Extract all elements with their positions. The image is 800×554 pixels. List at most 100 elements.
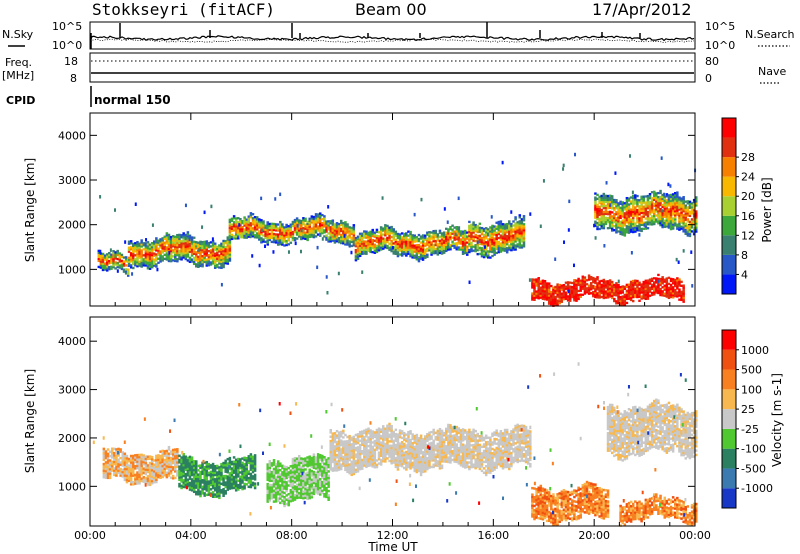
data-cell [161,451,164,455]
data-cell [407,250,410,253]
data-cell [655,291,658,294]
data-cell [686,200,690,203]
data-cell [493,237,496,240]
data-cell [165,238,169,241]
data-cell [596,215,599,219]
data-cell [104,450,108,453]
data-cell [138,479,141,483]
data-cell [302,237,305,240]
data-cell [400,236,404,239]
data-cell [302,227,305,230]
data-cell [176,239,179,243]
data-cell [493,227,496,230]
data-cell [539,282,543,285]
data-cell [466,249,469,252]
data-cell [190,242,194,245]
data-cell [480,239,484,242]
data-cell [216,479,219,483]
data-cell [116,263,119,267]
data-cell [600,208,603,212]
data-cell [342,224,345,227]
data-cell [106,459,110,462]
data-cell [390,250,393,253]
scatter-cell [299,249,302,254]
data-cell [407,230,410,233]
data-cell [111,454,114,457]
data-cell [655,198,658,201]
data-cell [272,496,276,499]
data-cell [430,241,433,244]
data-cell [276,460,280,463]
data-cell [518,220,522,223]
data-cell [302,486,305,489]
data-cell [671,213,675,216]
data-cell [409,253,412,256]
data-cell [274,487,278,490]
data-cell [274,500,278,503]
data-cell [113,462,116,466]
data-cell [419,253,423,256]
data-cell [348,236,351,239]
data-cell [642,215,645,218]
data-cell [352,240,356,243]
colorbar-tick-label: 20 [741,190,755,203]
data-cell [375,244,379,248]
data-cell [623,220,627,223]
data-cell [625,225,629,228]
data-cell [455,236,459,239]
data-cell [432,250,435,253]
data-cell [203,470,206,473]
data-cell [302,483,305,487]
data-cell [659,191,662,195]
data-cell [176,254,179,257]
data-cell [602,296,606,300]
data-cell [234,223,238,226]
data-cell [192,484,196,487]
data-cell [148,253,152,256]
data-cell [533,294,536,297]
data-cell [461,236,465,239]
data-cell [438,229,442,232]
data-cell [255,228,259,231]
data-cell [472,221,475,224]
data-cell [184,249,188,253]
data-cell [600,279,603,283]
data-cell [386,244,389,248]
data-cell [163,452,167,455]
data-cell [344,229,347,232]
data-cell [497,244,501,248]
data-cell [539,286,543,289]
data-cell [148,249,152,252]
data-cell [491,250,494,254]
data-cell [655,287,658,290]
data-cell [239,226,242,229]
data-cell [195,257,198,260]
data-cell [566,287,570,290]
cpid-value: normal 150 [94,93,171,107]
data-cell [568,285,572,288]
data-cell [661,217,664,221]
data-cell [398,237,402,240]
data-cell [692,208,696,212]
scatter-cell [145,238,148,242]
data-cell [625,289,629,293]
data-cell [253,465,257,468]
data-cell [581,279,585,282]
data-cell [594,279,597,283]
data-cell [552,288,555,291]
data-cell [386,228,389,232]
data-cell [631,194,635,198]
data-cell [634,291,637,294]
data-cell [249,457,253,460]
data-cell [673,280,677,284]
data-cell [594,222,597,225]
data-cell [522,215,526,218]
data-cell [188,473,192,476]
data-cell [283,496,286,499]
data-cell [205,254,209,257]
scatter-cell [468,280,471,285]
data-cell [283,485,286,488]
data-cell [108,476,112,480]
data-cell [680,199,683,202]
data-cell [121,453,125,456]
